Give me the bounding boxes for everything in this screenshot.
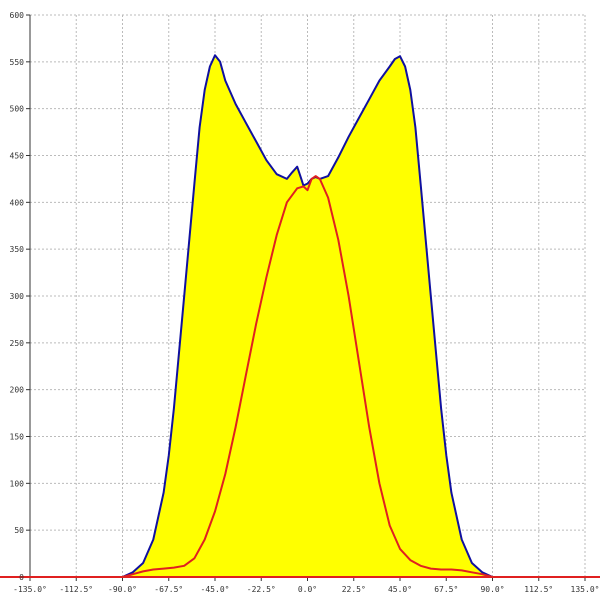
x-tick-label: 135.0° (571, 585, 600, 594)
y-tick-label: 200 (10, 386, 25, 395)
x-tick-label: 90.0° (480, 585, 504, 594)
y-tick-label: 250 (10, 339, 25, 348)
x-tick-label: 0.0° (298, 585, 317, 594)
y-tick-label: 600 (10, 11, 25, 20)
series-lines (0, 54, 600, 578)
series-areas (122, 55, 493, 578)
y-tick-label: 550 (10, 58, 25, 67)
series-2-line (30, 175, 585, 578)
x-tick-label: -135.0° (13, 585, 47, 594)
x-tick-label: 67.5° (434, 585, 458, 594)
y-tick-labels: 0 50 100 150 200 250 300 350 400 450 500 550 600 (10, 11, 25, 582)
axes (26, 14, 586, 581)
y-tick-label: 300 (10, 292, 25, 301)
y-tick-label: 50 (14, 526, 24, 535)
x-tick-label: -90.0° (108, 585, 137, 594)
x-tick-label: -22.5° (247, 585, 276, 594)
x-tick-label: 45.0° (388, 585, 412, 594)
y-tick-label: 400 (10, 198, 25, 207)
x-tick-labels: -135.0° -112.5° -90.0° -67.5° -45.0° -22.5° 0.… (13, 585, 599, 594)
x-tick-label: -67.5° (154, 585, 183, 594)
y-tick-label: 500 (10, 105, 25, 114)
x-tick-label: 112.5° (524, 585, 553, 594)
x-tick-label: 22.5° (342, 585, 366, 594)
x-tick-label: -45.0° (201, 585, 230, 594)
y-tick-label: 450 (10, 152, 25, 161)
y-tick-label: 100 (10, 479, 25, 488)
y-tick-label: 0 (19, 573, 24, 582)
y-tick-label: 350 (10, 245, 25, 254)
series-1-line (122, 54, 493, 578)
y-tick-label: 150 (10, 433, 25, 442)
x-tick-label: -112.5° (59, 585, 93, 594)
series-1-area (122, 55, 493, 578)
